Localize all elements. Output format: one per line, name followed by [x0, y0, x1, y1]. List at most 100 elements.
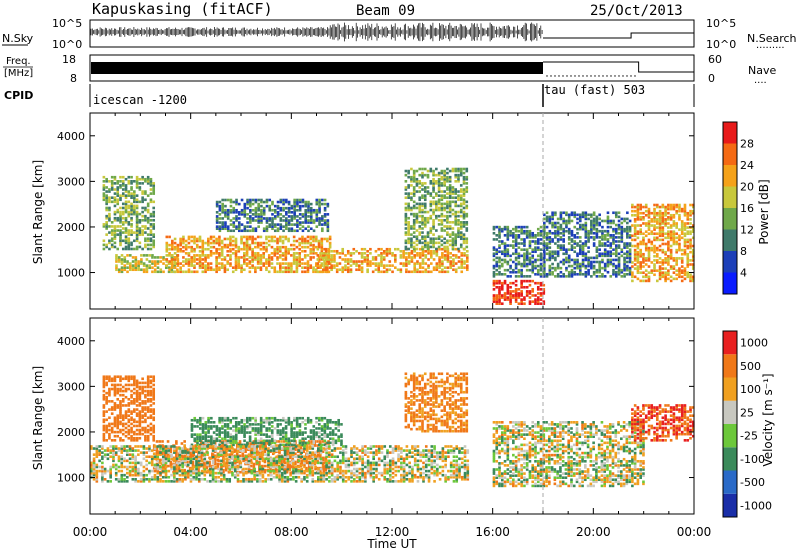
echo-cell [537, 265, 540, 268]
echo-cell [534, 294, 537, 297]
echo-cell [441, 244, 444, 247]
echo-cell [116, 398, 119, 401]
echo-cell [221, 203, 224, 206]
echo-cell [418, 221, 421, 224]
echo-cell [518, 288, 521, 291]
echo-cell [684, 232, 687, 235]
echo-cell [133, 248, 136, 251]
echo-cell [276, 246, 279, 249]
echo-cell [182, 246, 185, 249]
echo-cell [125, 396, 128, 399]
echo-cell [111, 225, 114, 228]
colorbar-segment [723, 187, 737, 209]
echo-cell [639, 241, 642, 244]
echo-cell [493, 265, 496, 268]
echo-cell [667, 230, 670, 233]
echo-cell [504, 259, 507, 262]
echo-cell [546, 226, 549, 229]
echo-cell [571, 230, 574, 233]
echo-cell [130, 384, 133, 387]
echo-cell [144, 382, 147, 385]
echo-cell [301, 258, 304, 261]
echo-cell [446, 246, 449, 249]
echo-cell [246, 221, 249, 224]
echo-cell [582, 259, 585, 262]
echo-cell [579, 236, 582, 239]
echo-cell [141, 406, 144, 409]
echo-cell [238, 217, 241, 220]
echo-cell [626, 211, 629, 214]
echo-cell [413, 254, 416, 257]
echo-cell [686, 222, 689, 225]
echo-cell [407, 237, 410, 240]
echo-cell [313, 229, 316, 232]
echo-cell [623, 228, 626, 231]
echo-cell [127, 419, 130, 422]
echo-cell [136, 421, 139, 424]
echo-cell [509, 286, 512, 289]
echo-cell [662, 226, 665, 229]
echo-cell [114, 217, 117, 220]
echo-cell [150, 375, 153, 378]
echo-cell [325, 248, 328, 251]
echo-cell [307, 246, 310, 249]
nave-dot [630, 75, 631, 76]
echo-cell [507, 248, 510, 251]
echo-cell [402, 262, 405, 265]
echo-cell [126, 270, 129, 273]
echo-cell [291, 227, 294, 230]
echo-cell [226, 268, 229, 271]
echo-cell [263, 227, 266, 230]
echo-cell [369, 252, 372, 255]
echo-cell [156, 440, 159, 443]
echo-cell [507, 296, 510, 299]
nave-dot [614, 75, 615, 76]
echo-cell [364, 252, 367, 255]
echo-cell [301, 270, 304, 273]
echo-cell [364, 248, 367, 251]
echo-cell [317, 254, 320, 257]
echo-cell [457, 227, 460, 230]
echo-cell [111, 221, 114, 224]
echo-cell [232, 240, 235, 243]
echo-cell [526, 226, 529, 229]
echo-cell [118, 256, 121, 259]
y-tick-label: 3000 [57, 175, 85, 188]
echo-cell [122, 386, 125, 389]
echo-cell [302, 225, 305, 228]
echo-cell [108, 207, 111, 210]
echo-cell [380, 252, 383, 255]
echo-cell [424, 182, 427, 185]
echo-cell [443, 203, 446, 206]
echo-cell [656, 253, 659, 256]
echo-cell [265, 246, 268, 249]
nave-dot [622, 75, 623, 76]
echo-cell [288, 219, 291, 222]
echo-cell [531, 280, 534, 283]
echo-cell [238, 203, 241, 206]
echo-cell [518, 269, 521, 272]
echo-cell [526, 269, 529, 272]
echo-cell [394, 254, 397, 257]
echo-cell [560, 224, 563, 227]
echo-cell [232, 221, 235, 224]
echo-cell [681, 280, 684, 283]
echo-cell [125, 194, 128, 197]
echo-cell [127, 201, 130, 204]
echo-cell [526, 263, 529, 266]
echo-cell [137, 260, 140, 263]
echo-cell [689, 273, 692, 276]
echo-cell [114, 431, 117, 434]
echo-cell [122, 211, 125, 214]
echo-cell [675, 232, 678, 235]
echo-cell [689, 218, 692, 221]
echo-cell [579, 240, 582, 243]
echo-cell [350, 268, 353, 271]
echo-cell [116, 384, 119, 387]
echo-cell [140, 268, 143, 271]
echo-cell [394, 266, 397, 269]
echo-cell [216, 215, 219, 218]
echo-cell [361, 248, 364, 251]
echo-cell [436, 262, 439, 265]
echo-cell [623, 257, 626, 260]
